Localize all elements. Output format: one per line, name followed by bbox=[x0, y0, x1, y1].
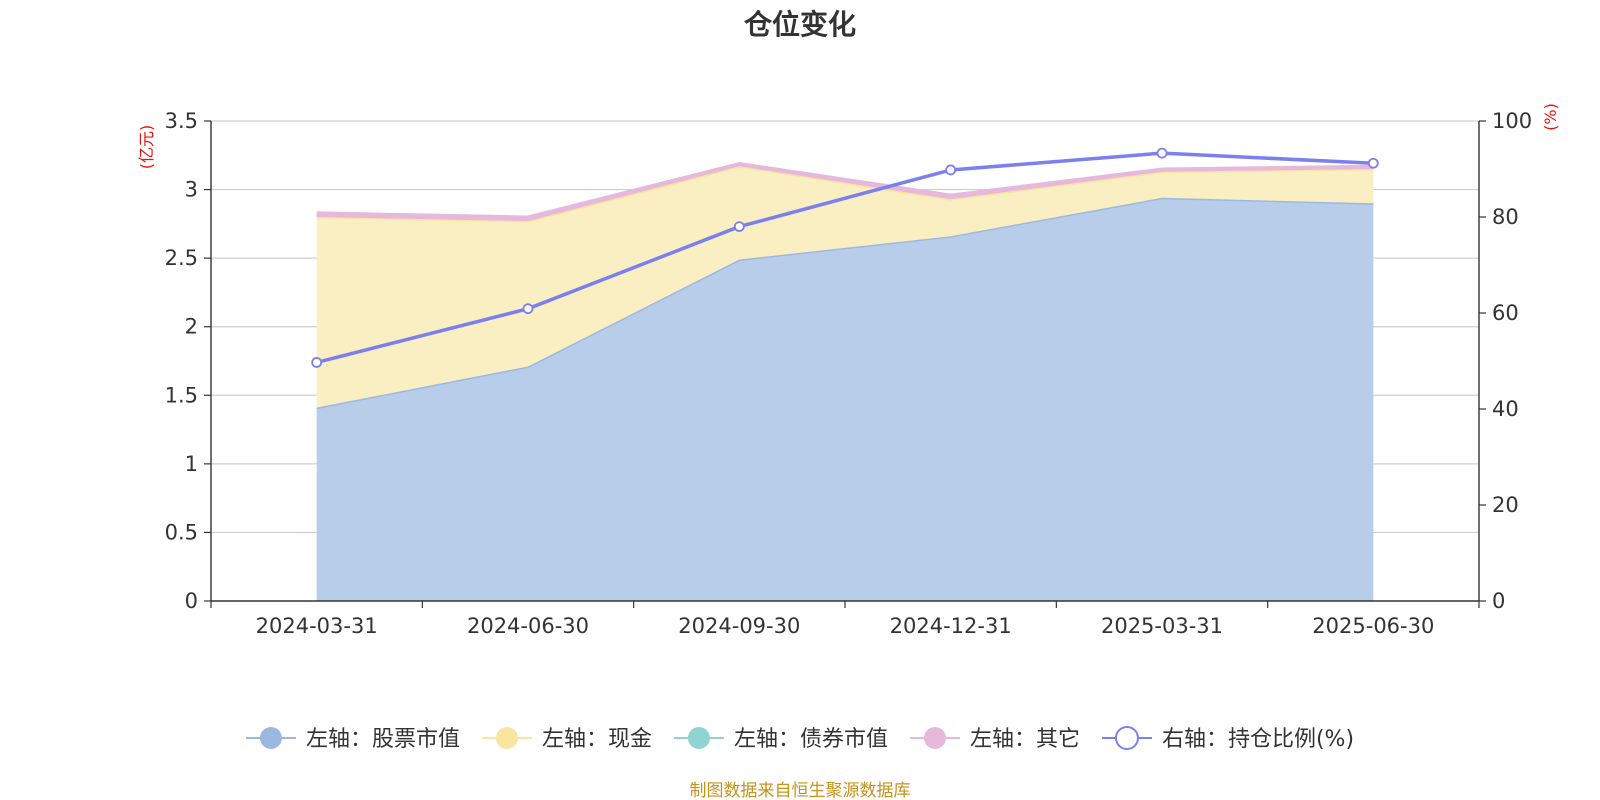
legend: 左轴：股票市值 左轴：现金 左轴：债券市值 左轴：其它 右轴：持仓比例(%) bbox=[245, 726, 1354, 752]
legend-swatch-marker bbox=[495, 727, 518, 749]
data-source-note: 制图数据来自恒生聚源数据库 bbox=[690, 781, 911, 800]
legend-swatch-marker bbox=[923, 727, 946, 749]
right-axis-tick-label: 0 bbox=[1492, 589, 1505, 613]
area-fill bbox=[316, 166, 1374, 408]
left-axis-unit-label: (亿元) bbox=[137, 125, 156, 170]
area-fill bbox=[316, 163, 1374, 222]
left-axis-tick-label: 1.5 bbox=[165, 383, 198, 407]
right-axis-tick-label: 40 bbox=[1492, 397, 1519, 421]
x-axis-tick-label: 2025-06-30 bbox=[1312, 614, 1434, 638]
x-axis-tick-label: 2024-12-31 bbox=[890, 614, 1012, 638]
area-fill bbox=[316, 197, 1374, 602]
holding-ratio-point bbox=[522, 303, 534, 315]
x-axis-tick-label: 2024-06-30 bbox=[467, 614, 589, 638]
area-series bbox=[316, 161, 1374, 602]
right-axis-tick-label: 100 bbox=[1492, 109, 1532, 133]
area-edge-line bbox=[316, 164, 1374, 223]
left-axis-tick-label: 0 bbox=[185, 589, 198, 613]
legend-item: 左轴：股票市值 bbox=[245, 727, 460, 752]
left-axis-tick-label: 3 bbox=[185, 178, 198, 202]
legend-swatch-marker bbox=[687, 727, 710, 749]
area-edge-line bbox=[316, 161, 1374, 219]
legend-item: 左轴：其它 bbox=[909, 727, 1080, 752]
legend-swatch-marker bbox=[259, 727, 282, 749]
holding-ratio-line bbox=[316, 151, 1374, 365]
legend-item: 左轴：债券市值 bbox=[673, 727, 888, 752]
x-axis-tick-label: 2024-03-31 bbox=[256, 614, 378, 638]
left-axis-tick-label: 2 bbox=[185, 315, 198, 339]
right-axis-tick-label: 80 bbox=[1492, 205, 1519, 229]
x-axis-tick-label: 2025-03-31 bbox=[1101, 614, 1223, 638]
right-axis-unit-label: (%) bbox=[1541, 103, 1560, 131]
legend-item: 左轴：现金 bbox=[481, 727, 652, 752]
area-edge-line bbox=[316, 196, 1374, 410]
axes: 0 0.5 1 1.5 2 2.5 3 3.5 0 20 40 60 80 100 2024-03-31 20… bbox=[165, 109, 1533, 638]
line-series bbox=[311, 147, 1379, 368]
legend-label: 左轴：其它 bbox=[970, 727, 1080, 752]
chart-title: 仓位变化 bbox=[744, 8, 856, 41]
legend-swatch-marker bbox=[1114, 726, 1139, 750]
holding-ratio-point bbox=[311, 357, 323, 368]
legend-label: 左轴：股票市值 bbox=[306, 727, 460, 752]
holding-ratio-point bbox=[945, 164, 957, 176]
holding-ratio-point bbox=[1156, 147, 1168, 159]
left-axis-tick-label: 1 bbox=[185, 452, 198, 476]
legend-label: 右轴：持仓比例(%) bbox=[1162, 727, 1354, 752]
left-axis-tick-label: 3.5 bbox=[165, 109, 198, 133]
left-axis-tick-label: 2.5 bbox=[165, 246, 198, 270]
legend-label: 左轴：现金 bbox=[542, 727, 652, 752]
right-axis-tick-label: 60 bbox=[1492, 301, 1519, 325]
x-axis-tick-label: 2024-09-30 bbox=[678, 614, 800, 638]
left-axis-tick-label: 0.5 bbox=[165, 520, 198, 544]
legend-item: 右轴：持仓比例(%) bbox=[1101, 726, 1354, 752]
holding-ratio-point bbox=[733, 221, 745, 233]
right-axis-tick-label: 20 bbox=[1492, 493, 1519, 517]
holding-ratio-point bbox=[1367, 157, 1379, 169]
legend-label: 左轴：债券市值 bbox=[734, 727, 888, 752]
